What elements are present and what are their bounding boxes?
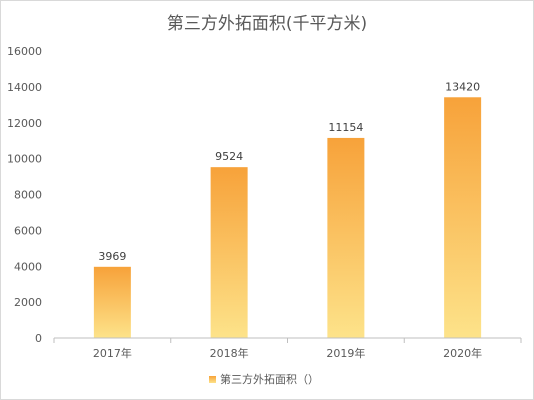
y-tick-label: 4000 <box>14 260 42 273</box>
bar <box>93 266 131 338</box>
data-label: 9524 <box>215 150 243 163</box>
y-tick-label: 10000 <box>7 153 42 166</box>
y-tick-label: 0 <box>35 332 42 345</box>
y-tick-label: 16000 <box>7 45 42 58</box>
bar <box>327 137 365 338</box>
data-label: 13420 <box>445 80 480 93</box>
bar <box>444 97 482 338</box>
legend-swatch <box>209 376 216 383</box>
y-tick-label: 2000 <box>14 296 42 309</box>
bar <box>210 167 248 338</box>
legend-label: 第三方外拓面积（） <box>220 372 319 386</box>
data-label: 3969 <box>98 250 126 263</box>
x-tick-label: 2020年 <box>443 346 482 360</box>
y-tick-label: 12000 <box>7 117 42 130</box>
x-tick-label: 2018年 <box>210 346 249 360</box>
x-tick-label: 2019年 <box>326 346 365 360</box>
y-tick-label: 14000 <box>7 81 42 94</box>
y-axis: 0 2000 4000 6000 8000 10000 12000 14000 16000 <box>7 45 42 345</box>
x-tick-label: 2017年 <box>93 346 132 360</box>
y-tick-label: 8000 <box>14 189 42 202</box>
legend: 第三方外拓面积（） <box>209 372 319 386</box>
y-tick-label: 6000 <box>14 224 42 237</box>
data-label: 11154 <box>328 121 363 134</box>
bars: 3969 9524 11154 13420 <box>93 80 482 338</box>
x-axis: 2017年 2018年 2019年 2020年 <box>53 337 522 360</box>
chart-title: 第三方外拓面积(千平方米) <box>167 14 367 34</box>
